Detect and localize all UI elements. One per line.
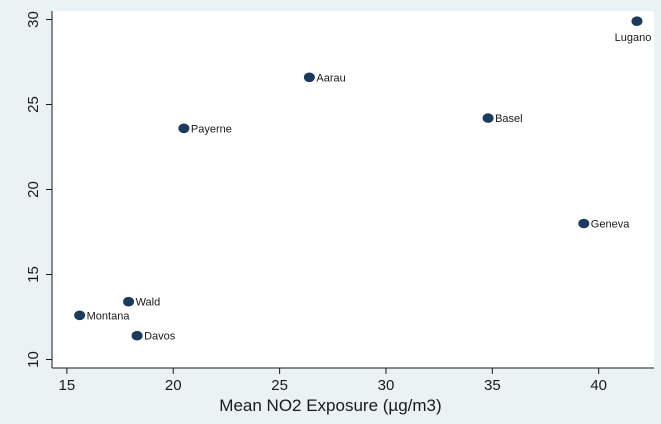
x-tick-label: 15 — [59, 377, 76, 394]
data-point — [74, 310, 86, 321]
x-tick-label: 25 — [271, 377, 288, 394]
data-point — [631, 16, 643, 27]
plot-area — [52, 11, 654, 368]
x-tick-label: 30 — [378, 377, 395, 394]
data-label: Basel — [495, 113, 523, 125]
data-label: Aarau — [316, 72, 345, 84]
x-tick-label: 40 — [590, 377, 607, 394]
data-point — [123, 296, 135, 307]
data-label: Davos — [144, 331, 176, 343]
data-point — [131, 330, 143, 341]
x-tick-label: 35 — [484, 377, 501, 394]
data-point — [178, 123, 190, 134]
data-point — [578, 218, 590, 229]
data-point — [482, 113, 494, 123]
x-tick-label: 20 — [165, 377, 182, 394]
data-label: Wald — [136, 297, 161, 309]
y-tick-label: 15 — [25, 266, 42, 283]
x-axis: 15 20 25 30 35 40 — [52, 367, 654, 394]
data-label: Montana — [87, 310, 131, 322]
data-label: Payerne — [191, 123, 232, 135]
y-tick-label: 25 — [25, 96, 42, 113]
y-tick-label: 30 — [25, 11, 42, 28]
data-point — [303, 72, 315, 83]
y-tick-label: 20 — [25, 181, 42, 198]
y-tick-label: 10 — [25, 351, 42, 368]
x-axis-title: Mean NO2 Exposure (µg/m3) — [219, 396, 442, 415]
data-label: Geneva — [591, 219, 630, 231]
data-label: Lugano — [615, 32, 652, 44]
y-axis: 10 15 20 25 30 — [25, 11, 53, 368]
data-points: Lugano Aarau Payerne Basel Geneva Wald Montana… — [74, 16, 652, 343]
